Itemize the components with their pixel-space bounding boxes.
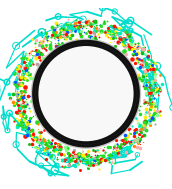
Circle shape [38, 46, 134, 141]
